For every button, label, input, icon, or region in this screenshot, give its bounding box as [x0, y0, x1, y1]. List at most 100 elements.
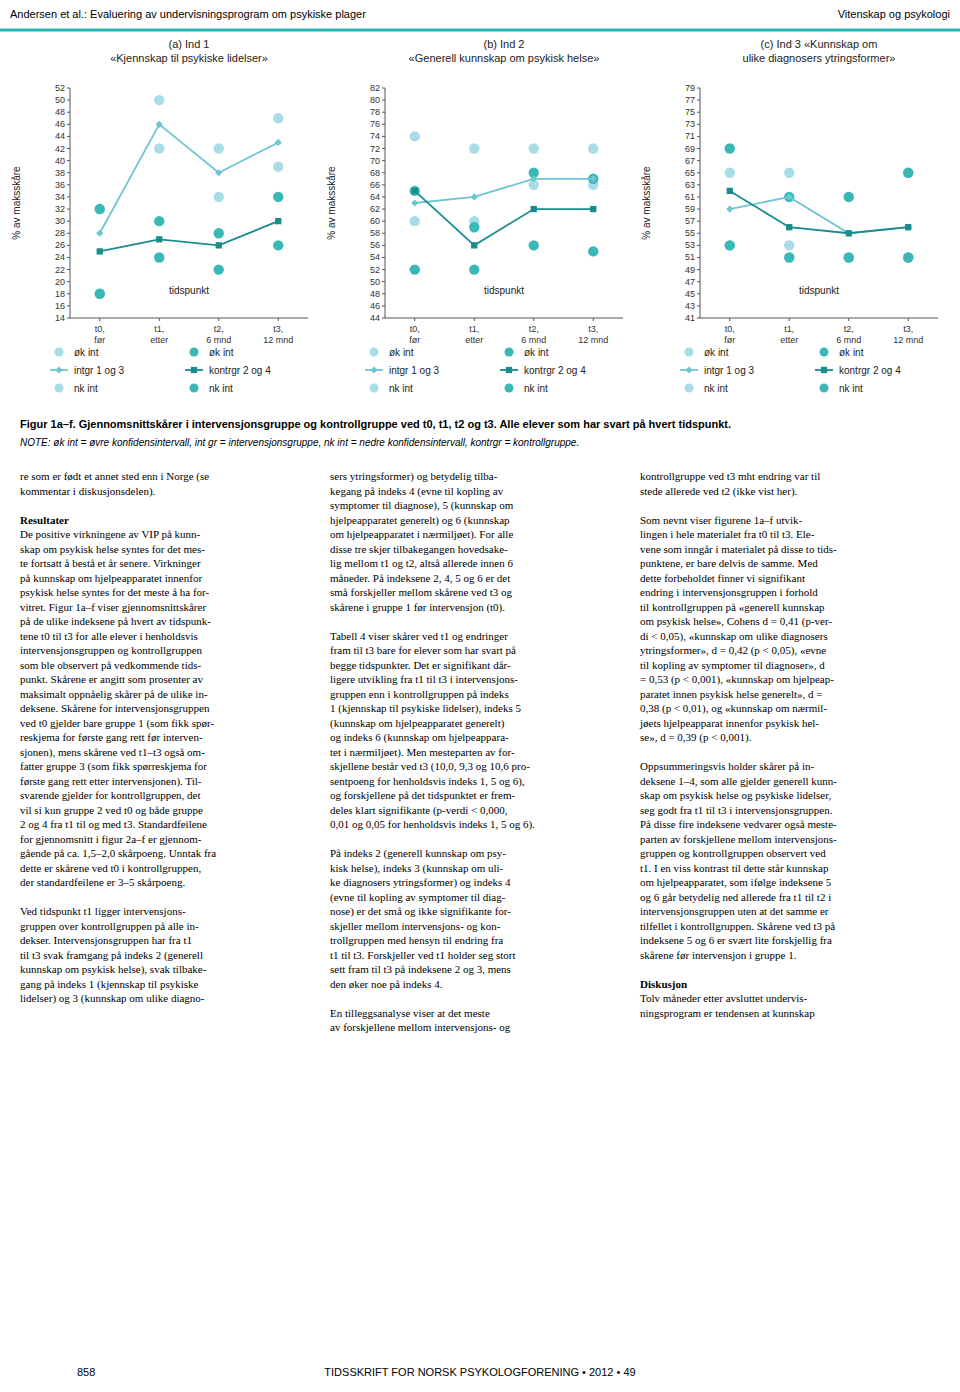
marker-diamond — [215, 169, 222, 176]
marker-square — [531, 206, 537, 212]
legend-item: nk int — [505, 383, 549, 394]
x-tick-label-line: før — [94, 335, 105, 345]
marker-circle — [190, 384, 199, 393]
y-tick-label: 77 — [685, 95, 695, 105]
x-tick-label: t2,6 mnd — [521, 324, 546, 345]
body-line: punktene, er bare delvis de samme. Med — [640, 557, 818, 569]
y-tick-label: 22 — [55, 265, 65, 275]
x-tick-label-line: etter — [465, 335, 483, 345]
marker-circle — [214, 228, 224, 238]
series-line — [730, 197, 909, 233]
body-line: ningsprogram er tendensen at kunnskap — [640, 1007, 815, 1019]
series-scatter — [410, 131, 599, 154]
body-line: tene t0 til t3 for alle elever i henhold… — [20, 630, 198, 642]
series-line — [727, 188, 912, 237]
page-background — [0, 0, 960, 1392]
series-scatter — [725, 240, 914, 263]
y-tick-label: 75 — [685, 107, 695, 117]
body-heading: Diskusjon — [640, 978, 687, 990]
series-line — [415, 191, 594, 245]
y-tick-label: 51 — [685, 252, 695, 262]
legend-label: øk int — [389, 347, 414, 358]
body-line: lig mellom t1 og t2, altså allerede inne… — [330, 557, 513, 569]
legend-label: øk int — [209, 347, 234, 358]
marker-diamond — [96, 230, 103, 237]
body-line: disse tre skjer tilbakegangen hovedsake- — [330, 543, 508, 555]
legend-item: kontrgr 2 og 4 — [500, 365, 586, 376]
body-line: kunnskap om psykisk helse), svak tilbake… — [20, 963, 207, 976]
legend-label: intgr 1 og 3 — [704, 365, 754, 376]
body-line: og forskjellene på det tidspunktet er fr… — [330, 789, 515, 801]
body-line: tilfellet i kontrollgruppen. Skårene ved… — [640, 920, 835, 932]
x-tick-label: t0,før — [94, 324, 105, 345]
marker-circle — [154, 143, 164, 153]
x-tick-label: t2,6 mnd — [206, 324, 231, 345]
x-tick-label-line: 6 mnd — [521, 335, 546, 345]
body-line: endring i intervensjonsgruppen i forhold — [640, 586, 818, 598]
marker-circle — [505, 384, 514, 393]
legend-item: intgr 1 og 3 — [50, 365, 124, 376]
body-heading: Resultater — [20, 514, 69, 526]
y-tick-label: 79 — [685, 83, 695, 93]
x-tick-label-line: etter — [780, 335, 798, 345]
y-tick-label: 49 — [685, 265, 695, 275]
body-line: på kunnskap om hjelpeapparatet innenfor — [20, 572, 202, 584]
marker-circle — [410, 131, 420, 141]
y-tick-label: 42 — [55, 144, 65, 154]
body-line: sers ytringsformer) og betydelig tilba- — [330, 470, 498, 483]
x-tick-label-line: etter — [150, 335, 168, 345]
body-line: dette forbeholdet finner vi signifikant — [640, 572, 805, 584]
y-tick-label: 44 — [370, 313, 380, 323]
marker-diamond — [156, 121, 163, 128]
marker-square — [506, 367, 512, 373]
marker-circle — [273, 161, 283, 171]
y-tick-label: 82 — [370, 83, 380, 93]
legend-item: øk int — [685, 347, 729, 358]
body-line: gående på ca. 1,5–2,0 skårpoeng. Unntak … — [20, 847, 216, 859]
y-tick-label: 18 — [55, 289, 65, 299]
body-line: om hjelpeapparatet, som ifølge indeksene… — [640, 876, 832, 888]
marker-circle — [214, 143, 224, 153]
marker-circle — [154, 95, 164, 105]
body-line: skårene i gruppe 1 før intervensjon (t0)… — [330, 601, 505, 614]
y-tick-label: 34 — [55, 192, 65, 202]
marker-square — [275, 218, 281, 224]
chart: (c) Ind 3 «Kunnskap omulike diagnosers y… — [641, 38, 938, 394]
plot-marks — [95, 95, 284, 299]
marker-circle — [154, 216, 164, 226]
body-line: Oppsummeringsvis holder skårer på in- — [640, 760, 814, 772]
body-line: vil si kun gruppe 2 ved t0 og både grupp… — [20, 804, 203, 816]
chart-title-line: (a) Ind 1 — [169, 38, 210, 50]
figure-note: NOTE: øk int = øvre konfidensintervall, … — [20, 437, 579, 448]
marker-diamond — [275, 139, 282, 146]
marker-circle — [844, 252, 854, 262]
legend-item: kontrgr 2 og 4 — [815, 365, 901, 376]
y-tick-label: 69 — [685, 144, 695, 154]
x-tick-label: t3,12 mnd — [578, 324, 608, 345]
marker-square — [97, 248, 103, 254]
body-line: intervensjonsgruppen og kontrollgruppen — [20, 644, 203, 656]
marker-diamond — [685, 366, 692, 373]
body-line: t1 til t3. Forskjeller ved t1 holder seg… — [330, 949, 515, 961]
y-tick-label: 41 — [685, 313, 695, 323]
marker-circle — [844, 192, 854, 202]
marker-circle — [95, 204, 105, 214]
body-line: og indeks 6 (kunnskap om hjelpeappara- — [330, 731, 509, 744]
y-tick-label: 57 — [685, 216, 695, 226]
legend-item: øk int — [370, 347, 414, 358]
legend-item: øk int — [55, 347, 99, 358]
legend-item: nk int — [370, 383, 414, 394]
plot-marks — [410, 131, 599, 275]
x-tick — [159, 318, 160, 321]
x-tick-label-line: t0, — [95, 324, 105, 334]
x-tick-label-line: t0, — [410, 324, 420, 334]
body-line: 1 (kjennskap til psykiske lidelser), ind… — [330, 702, 521, 715]
body-line: på de ulike indeksene på hvert av tidspu… — [20, 615, 211, 627]
body-line: om hjelpeapparatet i nærmiljøet). For al… — [330, 528, 513, 541]
body-line: di < 0,05), «kunnskap om ulike diagnoser… — [640, 630, 828, 643]
body-line: dette er skårene ved t0 i kontrollgruppe… — [20, 862, 201, 874]
marker-circle — [784, 252, 794, 262]
x-tick-label-line: t3, — [903, 324, 913, 334]
marker-circle — [410, 264, 420, 274]
legend-label: intgr 1 og 3 — [74, 365, 124, 376]
